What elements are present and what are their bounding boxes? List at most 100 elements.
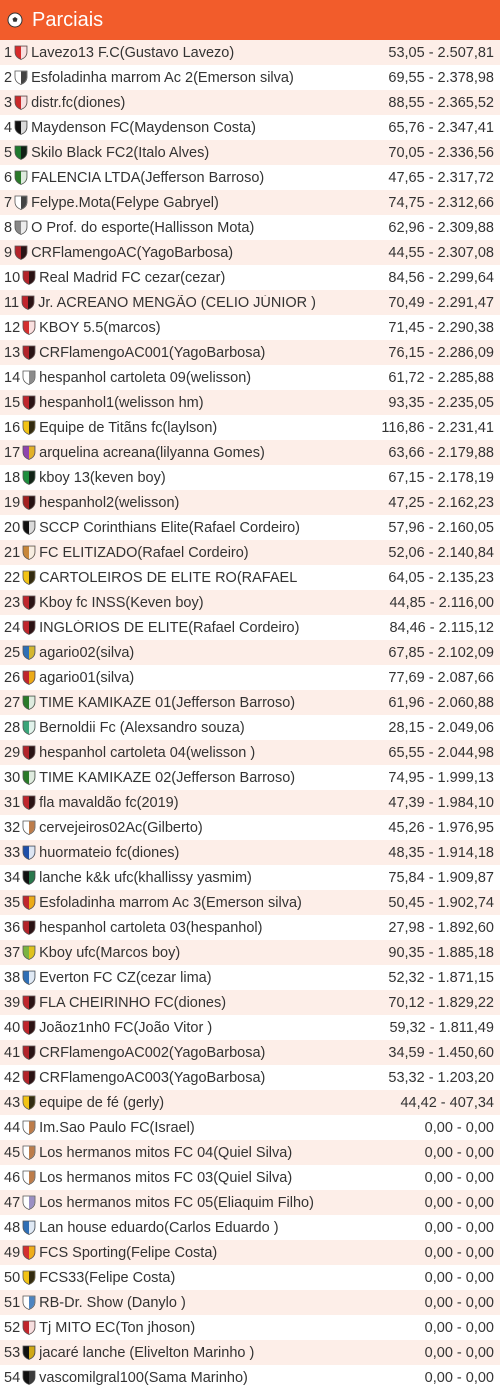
team-score: 44,55 - 2.307,08 bbox=[388, 244, 494, 261]
team-row[interactable]: 41 CRFlamengoAC002(YagoBarbosa) 34,59 - 1.… bbox=[0, 1040, 500, 1065]
team-row[interactable]: 34 lanche k&k ufc(khallissy yasmim) 75,84 … bbox=[0, 865, 500, 890]
team-shield-icon bbox=[21, 945, 36, 960]
team-score: 0,00 - 0,00 bbox=[424, 1344, 494, 1361]
team-row[interactable]: 47 Los hermanos mitos FC 05(Eliaquim Filh… bbox=[0, 1190, 500, 1215]
team-row[interactable]: 8 O Prof. do esporte(Hallisson Mota) 62,96… bbox=[0, 215, 500, 240]
team-row[interactable]: 54 vascomilgral100(Sama Marinho) 0,00 - 0,… bbox=[0, 1365, 500, 1390]
team-position: 38 bbox=[4, 969, 21, 986]
team-row[interactable]: 43 equipe de fé (gerly) 44,42 - 407,34 bbox=[0, 1090, 500, 1115]
team-score: 93,35 - 2.235,05 bbox=[388, 394, 494, 411]
team-row[interactable]: 37 Kboy ufc(Marcos boy) 90,35 - 1.885,18 bbox=[0, 940, 500, 965]
team-name: FCS Sporting(Felipe Costa) bbox=[39, 1244, 218, 1261]
team-shield-icon bbox=[13, 220, 28, 235]
team-row[interactable]: 29 hespanhol cartoleta 04(welisson ) 65,55… bbox=[0, 740, 500, 765]
team-score: 64,05 - 2.135,23 bbox=[388, 569, 494, 586]
team-row[interactable]: 16 Equipe de Titãns fc(laylson) 116,86 - 2… bbox=[0, 415, 500, 440]
team-position: 24 bbox=[4, 619, 21, 636]
team-name: Kboy ufc(Marcos boy) bbox=[39, 944, 181, 961]
team-row[interactable]: 42 CRFlamengoAC003(YagoBarbosa) 53,32 - 1.… bbox=[0, 1065, 500, 1090]
team-row[interactable]: 49 FCS Sporting(Felipe Costa) 0,00 - 0,00 bbox=[0, 1240, 500, 1265]
team-score: 47,25 - 2.162,23 bbox=[388, 494, 494, 511]
team-row[interactable]: 12 KBOY 5.5(marcos) 71,45 - 2.290,38 bbox=[0, 315, 500, 340]
team-shield-icon bbox=[21, 645, 36, 660]
team-shield-icon bbox=[21, 345, 36, 360]
team-row[interactable]: 22 CARTOLEIROS DE ELITE RO(RAFAEL 64,05 - … bbox=[0, 565, 500, 590]
team-name: CRFlamengoAC001(YagoBarbosa) bbox=[39, 344, 266, 361]
team-score: 63,66 - 2.179,88 bbox=[388, 444, 494, 461]
team-row[interactable]: 38 Everton FC CZ(cezar lima) 52,32 - 1.871… bbox=[0, 965, 500, 990]
team-row[interactable]: 10 Real Madrid FC cezar(cezar) 84,56 - 2.2… bbox=[0, 265, 500, 290]
team-position: 17 bbox=[4, 444, 21, 461]
team-row[interactable]: 3 distr.fc(diones) 88,55 - 2.365,52 bbox=[0, 90, 500, 115]
team-name: fla mavaldão fc(2019) bbox=[39, 794, 179, 811]
team-row[interactable]: 51 RB-Dr. Show (Danylo ) 0,00 - 0,00 bbox=[0, 1290, 500, 1315]
team-row[interactable]: 19 hespanhol2(welisson) 47,25 - 2.162,23 bbox=[0, 490, 500, 515]
team-name: FALENCIA LTDA(Jefferson Barroso) bbox=[31, 169, 265, 186]
team-row[interactable]: 6 FALENCIA LTDA(Jefferson Barroso) 47,65 -… bbox=[0, 165, 500, 190]
team-row[interactable]: 32 cervejeiros02Ac(Gilberto) 45,26 - 1.976… bbox=[0, 815, 500, 840]
team-position: 27 bbox=[4, 694, 21, 711]
team-row[interactable]: 21 FC ELITIZADO(Rafael Cordeiro) 52,06 - 2… bbox=[0, 540, 500, 565]
team-row[interactable]: 44 Im.Sao Paulo FC(Israel) 0,00 - 0,00 bbox=[0, 1115, 500, 1140]
team-position: 46 bbox=[4, 1169, 21, 1186]
team-row[interactable]: 1 Lavezo13 F.C(Gustavo Lavezo) 53,05 - 2.5… bbox=[0, 40, 500, 65]
team-name: O Prof. do esporte(Hallisson Mota) bbox=[31, 219, 255, 236]
team-row[interactable]: 52 Tj MITO EC(Ton jhoson) 0,00 - 0,00 bbox=[0, 1315, 500, 1340]
team-name: cervejeiros02Ac(Gilberto) bbox=[39, 819, 203, 836]
team-row[interactable]: 23 Kboy fc INSS(Keven boy) 44,85 - 2.116,0… bbox=[0, 590, 500, 615]
team-name: KBOY 5.5(marcos) bbox=[39, 319, 161, 336]
team-position: 37 bbox=[4, 944, 21, 961]
team-score: 76,15 - 2.286,09 bbox=[388, 344, 494, 361]
team-row[interactable]: 40 Joãoz1nh0 FC(João Vitor ) 59,32 - 1.811… bbox=[0, 1015, 500, 1040]
team-row[interactable]: 18 kboy 13(keven boy) 67,15 - 2.178,19 bbox=[0, 465, 500, 490]
team-row[interactable]: 4 Maydenson FC(Maydenson Costa) 65,76 - 2.… bbox=[0, 115, 500, 140]
team-shield-icon bbox=[21, 720, 36, 735]
team-row[interactable]: 14 hespanhol cartoleta 09(welisson) 61,72 … bbox=[0, 365, 500, 390]
team-row[interactable]: 13 CRFlamengoAC001(YagoBarbosa) 76,15 - 2.… bbox=[0, 340, 500, 365]
team-name: hespanhol1(welisson hm) bbox=[39, 394, 204, 411]
team-score: 69,55 - 2.378,98 bbox=[388, 69, 494, 86]
team-name: Esfoladinha marrom Ac 3(Emerson silva) bbox=[39, 894, 302, 911]
team-row[interactable]: 11 Jr. ACREANO MENGÃO (CELIO JÚNIOR ) 70,4… bbox=[0, 290, 500, 315]
team-row[interactable]: 17 arquelina acreana(lilyanna Gomes) 63,66… bbox=[0, 440, 500, 465]
team-row[interactable]: 33 huormateio fc(diones) 48,35 - 1.914,18 bbox=[0, 840, 500, 865]
team-position: 23 bbox=[4, 594, 21, 611]
team-row[interactable]: 15 hespanhol1(welisson hm) 93,35 - 2.235,0… bbox=[0, 390, 500, 415]
team-row[interactable]: 36 hespanhol cartoleta 03(hespanhol) 27,98… bbox=[0, 915, 500, 940]
team-row[interactable]: 24 INGLÓRIOS DE ELITE(Rafael Cordeiro) 84,… bbox=[0, 615, 500, 640]
team-shield-icon bbox=[21, 595, 36, 610]
team-row[interactable]: 7 Felype.Mota(Felype Gabryel) 74,75 - 2.31… bbox=[0, 190, 500, 215]
team-name: SCCP Corinthians Elite(Rafael Cordeiro) bbox=[39, 519, 300, 536]
team-score: 116,86 - 2.231,41 bbox=[381, 419, 494, 436]
team-row[interactable]: 48 Lan house eduardo(Carlos Eduardo ) 0,00… bbox=[0, 1215, 500, 1240]
team-score: 77,69 - 2.087,66 bbox=[388, 669, 494, 686]
team-row[interactable]: 53 jacaré lanche (Elivelton Marinho ) 0,00… bbox=[0, 1340, 500, 1365]
team-score: 84,56 - 2.299,64 bbox=[388, 269, 494, 286]
team-row[interactable]: 26 agario01(silva) 77,69 - 2.087,66 bbox=[0, 665, 500, 690]
team-row[interactable]: 39 FLA CHEIRINHO FC(diones) 70,12 - 1.829,… bbox=[0, 990, 500, 1015]
team-score: 75,84 - 1.909,87 bbox=[388, 869, 494, 886]
team-row[interactable]: 28 Bernoldii Fc (Alexsandro souza) 28,15 -… bbox=[0, 715, 500, 740]
team-row[interactable]: 5 Skilo Black FC2(Italo Alves) 70,05 - 2.3… bbox=[0, 140, 500, 165]
team-row[interactable]: 20 SCCP Corinthians Elite(Rafael Cordeiro… bbox=[0, 515, 500, 540]
team-row[interactable]: 9 CRFlamengoAC(YagoBarbosa) 44,55 - 2.307,… bbox=[0, 240, 500, 265]
team-score: 0,00 - 0,00 bbox=[424, 1119, 494, 1136]
team-name: Lavezo13 F.C(Gustavo Lavezo) bbox=[31, 44, 235, 61]
team-score: 47,65 - 2.317,72 bbox=[388, 169, 494, 186]
team-row[interactable]: 35 Esfoladinha marrom Ac 3(Emerson silva)… bbox=[0, 890, 500, 915]
team-row[interactable]: 27 TIME KAMIKAZE 01(Jefferson Barroso) 61,… bbox=[0, 690, 500, 715]
team-score: 0,00 - 0,00 bbox=[424, 1194, 494, 1211]
team-row[interactable]: 30 TIME KAMIKAZE 02(Jefferson Barroso) 74,… bbox=[0, 765, 500, 790]
team-row[interactable]: 2 Esfoladinha marrom Ac 2(Emerson silva) 6… bbox=[0, 65, 500, 90]
team-row[interactable]: 45 Los hermanos mitos FC 04(Quiel Silva) 0… bbox=[0, 1140, 500, 1165]
team-shield-icon bbox=[21, 1195, 36, 1210]
team-row[interactable]: 25 agario02(silva) 67,85 - 2.102,09 bbox=[0, 640, 500, 665]
team-row[interactable]: 46 Los hermanos mitos FC 03(Quiel Silva) 0… bbox=[0, 1165, 500, 1190]
team-row[interactable]: 31 fla mavaldão fc(2019) 47,39 - 1.984,10 bbox=[0, 790, 500, 815]
team-row[interactable]: 50 FCS33(Felipe Costa) 0,00 - 0,00 bbox=[0, 1265, 500, 1290]
team-name: CRFlamengoAC(YagoBarbosa) bbox=[31, 244, 234, 261]
team-position: 49 bbox=[4, 1244, 21, 1261]
team-name: Joãoz1nh0 FC(João Vitor ) bbox=[39, 1019, 213, 1036]
team-score: 52,32 - 1.871,15 bbox=[388, 969, 494, 986]
team-position: 25 bbox=[4, 644, 21, 661]
